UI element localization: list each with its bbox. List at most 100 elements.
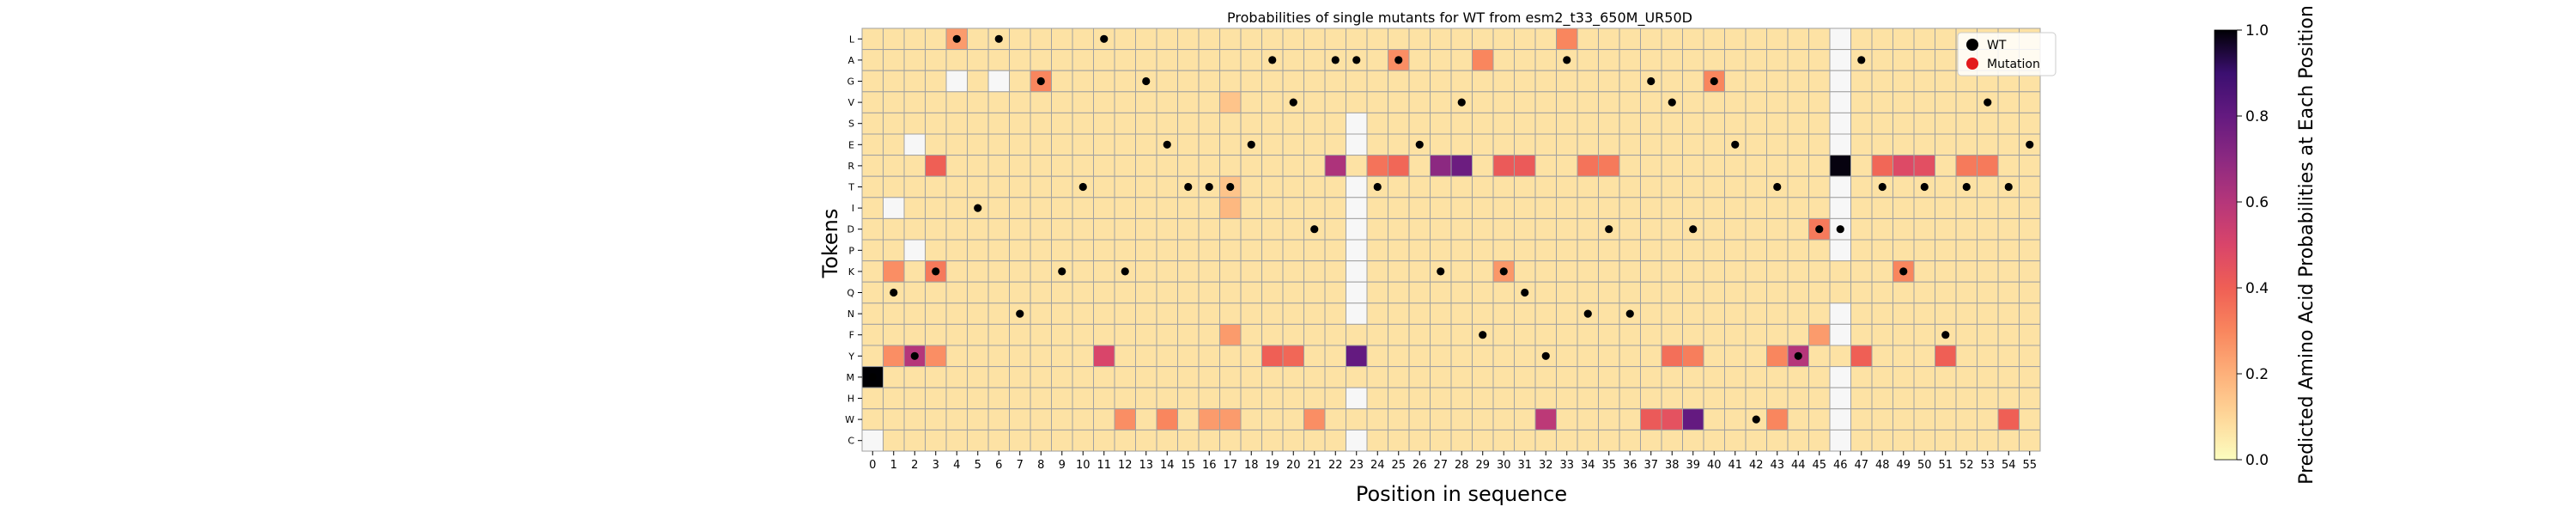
heatmap-cell xyxy=(1745,429,1767,452)
wt-marker xyxy=(1563,56,1571,64)
y-tick-label: Q xyxy=(847,288,854,299)
heatmap-cell xyxy=(1009,366,1031,388)
heatmap-cell xyxy=(1893,133,1915,156)
x-tick-label: 15 xyxy=(1181,459,1195,472)
x-axis-label: Position in sequence xyxy=(1356,482,1567,506)
x-tick-label: 16 xyxy=(1202,459,1217,472)
x-tick-label: 41 xyxy=(1728,459,1742,472)
wt-marker xyxy=(1268,56,1277,64)
heatmap-cell xyxy=(1240,91,1262,113)
heatmap-cell xyxy=(1766,429,1789,452)
heatmap-cell xyxy=(945,429,968,452)
heatmap-cell xyxy=(1388,112,1410,135)
heatmap-cell xyxy=(1156,239,1178,262)
heatmap-cell xyxy=(1577,112,1599,135)
heatmap-cell xyxy=(1808,112,1831,135)
heatmap-cell xyxy=(1893,366,1915,388)
heatmap-cell xyxy=(1640,345,1662,368)
heatmap-cell xyxy=(1808,155,1831,177)
heatmap-cell xyxy=(883,112,905,135)
heatmap-cell xyxy=(1661,387,1683,410)
heatmap-cell xyxy=(1534,112,1557,135)
heatmap-cell xyxy=(1324,408,1346,430)
heatmap-cell xyxy=(1430,217,1452,241)
heatmap-cell xyxy=(1787,155,1809,177)
heatmap-cell xyxy=(1030,27,1052,51)
heatmap-cell xyxy=(1745,70,1767,93)
heatmap-cell xyxy=(2019,91,2041,113)
heatmap-cell xyxy=(1030,112,1052,135)
heatmap-cell xyxy=(1366,345,1388,368)
heatmap-cell xyxy=(1492,27,1515,51)
x-tick-label: 40 xyxy=(1707,459,1722,472)
heatmap-cell xyxy=(883,133,905,156)
heatmap-cell xyxy=(945,91,968,113)
heatmap-cell xyxy=(1787,260,1809,283)
legend-mutation-label: Mutation xyxy=(1987,58,2040,71)
heatmap-cell xyxy=(1114,70,1136,93)
heatmap-cell xyxy=(1534,70,1557,93)
heatmap-cell xyxy=(1051,408,1073,430)
heatmap-cell xyxy=(1619,49,1641,71)
heatmap-cell xyxy=(2019,155,2041,177)
heatmap-cell xyxy=(1787,366,1809,388)
heatmap-cell xyxy=(1745,323,1767,346)
heatmap-cell xyxy=(1682,387,1704,410)
heatmap-cell xyxy=(1388,175,1410,198)
x-tick-label: 8 xyxy=(1037,459,1044,472)
heatmap-cell xyxy=(1913,112,1935,135)
heatmap-cell xyxy=(1935,239,1957,262)
heatmap-cell xyxy=(1997,133,2020,156)
x-tick-label: 45 xyxy=(1812,459,1826,472)
heatmap-cell xyxy=(1135,345,1157,368)
heatmap-cell xyxy=(987,155,1010,177)
heatmap-cell xyxy=(2019,112,2041,135)
heatmap-cell xyxy=(1829,281,1851,304)
heatmap-cell xyxy=(1072,239,1094,262)
heatmap-cell xyxy=(1913,408,1935,430)
heatmap-cell xyxy=(1829,155,1851,177)
heatmap-cell xyxy=(1850,91,1873,113)
heatmap-cell xyxy=(1893,197,1915,219)
wt-marker xyxy=(1100,34,1109,43)
heatmap-cell xyxy=(1745,217,1767,241)
heatmap-cell xyxy=(1935,217,1957,241)
heatmap-cell xyxy=(1261,91,1284,113)
heatmap-cell xyxy=(1324,197,1346,219)
chart-title: Probabilities of single mutants for WT f… xyxy=(1227,9,1692,27)
heatmap-cell xyxy=(1661,281,1683,304)
heatmap-cell xyxy=(945,302,968,325)
heatmap-cell xyxy=(987,408,1010,430)
heatmap-cell xyxy=(1787,302,1809,325)
heatmap-cell xyxy=(1093,239,1115,262)
heatmap-cell xyxy=(1913,197,1935,219)
heatmap-cell xyxy=(1366,70,1388,93)
heatmap-cell xyxy=(1997,217,2020,241)
heatmap-cell xyxy=(1408,429,1431,452)
heatmap-cell xyxy=(883,49,905,71)
heatmap-cell xyxy=(1598,175,1620,198)
x-tick-label: 14 xyxy=(1160,459,1175,472)
heatmap-cell xyxy=(1072,323,1094,346)
x-tick-label: 9 xyxy=(1059,459,1066,472)
heatmap-cell xyxy=(1450,27,1473,51)
heatmap-cell xyxy=(1430,387,1452,410)
heatmap-cell xyxy=(1577,239,1599,262)
heatmap-cell xyxy=(1156,366,1178,388)
heatmap-cell xyxy=(1135,217,1157,241)
heatmap-cell xyxy=(1156,345,1178,368)
legend-wt-marker-icon xyxy=(1966,39,1978,51)
y-tick-label: F xyxy=(849,330,854,341)
heatmap-cell xyxy=(1619,429,1641,452)
heatmap-cell xyxy=(883,302,905,325)
heatmap-cell xyxy=(1850,239,1873,262)
heatmap-cell xyxy=(1955,281,1978,304)
heatmap-cell xyxy=(1450,281,1473,304)
heatmap-cell xyxy=(883,217,905,241)
heatmap-cell xyxy=(1787,217,1809,241)
heatmap-cell xyxy=(1051,429,1073,452)
heatmap-cell xyxy=(987,217,1010,241)
heatmap-cell xyxy=(1030,387,1052,410)
heatmap-cell xyxy=(1388,366,1410,388)
heatmap-cell xyxy=(1303,260,1326,283)
